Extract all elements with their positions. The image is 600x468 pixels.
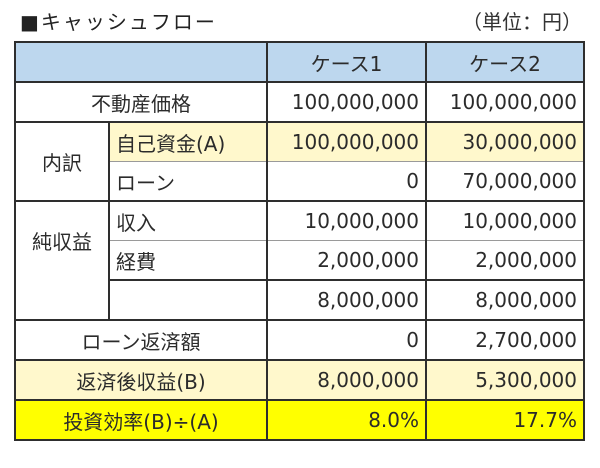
cell-case1: 2,000,000 (266, 240, 427, 281)
table-row: 内訳 自己資金(A) 100,000,000 30,000,000 (14, 121, 585, 202)
table-row: 不動産価格 100,000,000 100,000,000 (14, 81, 585, 123)
row-label: 不動産価格 (14, 81, 268, 123)
row-label: 投資効率(B)÷(A) (14, 399, 268, 441)
page-title: ■キャッシュフロー (20, 10, 217, 34)
row-label: 自己資金(A) (108, 121, 268, 162)
row-label: ローン返済額 (14, 319, 268, 361)
cell-case2: 100,000,000 (425, 81, 585, 123)
row-label: 収入 (108, 200, 268, 241)
cell-case2: 10,000,000 (425, 200, 585, 241)
group-label-net-income: 純収益 (14, 200, 110, 321)
row-label: 返済後収益(B) (14, 359, 268, 401)
header-case1: ケース1 (266, 41, 427, 83)
cell-case2: 2,700,000 (425, 319, 585, 361)
cell-case1: 8,000,000 (266, 359, 427, 401)
cell-case2: 2,000,000 (425, 240, 585, 281)
table-row: 経費 2,000,000 2,000,000 (15, 240, 585, 281)
cell-case1: 0 (266, 161, 427, 202)
cashflow-table: ケース1 ケース2 不動産価格 100,000,000 100,000,000 … (14, 41, 585, 441)
row-label: ローン (108, 161, 268, 202)
cell-case2: 17.7% (425, 399, 585, 441)
header-blank (14, 41, 268, 83)
row-label: 経費 (108, 240, 268, 281)
cell-case2: 5,300,000 (425, 359, 585, 401)
cell-case1: 8.0% (266, 399, 427, 441)
cell-case2: 30,000,000 (425, 121, 585, 162)
table-row: 純収益 収入 10,000,000 10,000,000 (14, 200, 585, 321)
table-row: 投資効率(B)÷(A) 8.0% 17.7% (14, 399, 585, 441)
unit-label: （単位：円） (462, 10, 582, 34)
table-row: 8,000,000 8,000,000 (15, 279, 585, 321)
table-row: ローン 0 70,000,000 (15, 161, 585, 202)
table-row: 返済後収益(B) 8,000,000 5,300,000 (14, 359, 585, 401)
group-label-breakdown: 内訳 (14, 121, 110, 202)
cell-case1: 100,000,000 (266, 81, 427, 123)
cell-case2: 8,000,000 (425, 279, 585, 321)
cell-case2: 70,000,000 (425, 161, 585, 202)
header-case2: ケース2 (425, 41, 585, 83)
table-row: ローン返済額 0 2,700,000 (14, 319, 585, 361)
header-row: ケース1 ケース2 (14, 41, 585, 83)
cell-case1: 0 (266, 319, 427, 361)
cell-case1: 8,000,000 (266, 279, 427, 321)
cell-case1: 10,000,000 (266, 200, 427, 241)
row-label (109, 279, 268, 321)
cell-case1: 100,000,000 (266, 121, 427, 162)
